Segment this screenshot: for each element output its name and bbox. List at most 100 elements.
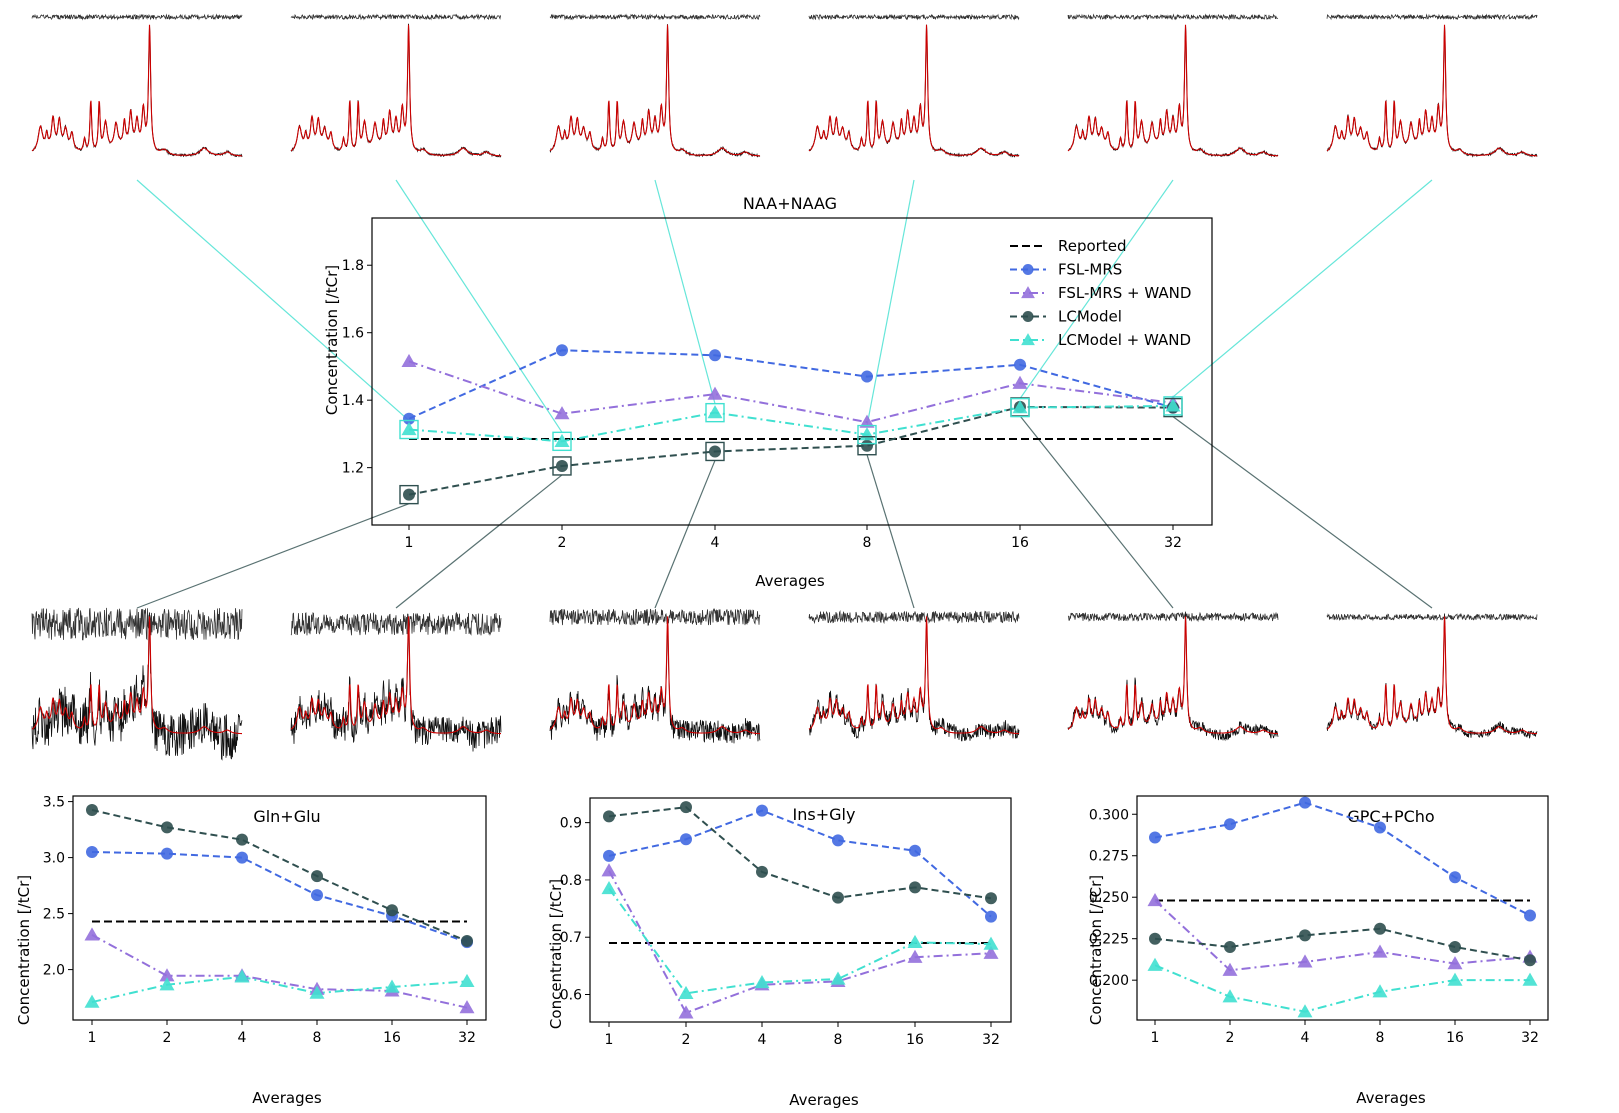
axes-frame — [72, 795, 487, 1021]
data-trace — [1326, 25, 1538, 158]
plot-area: 0.200 0.225 0.250 0.275 0.300 1 2 4 8 16 32 — [1089, 795, 1549, 1046]
data-point-lcm_wand — [384, 979, 400, 993]
y-tick-label: 1.8 — [342, 258, 364, 274]
data-point-fsl — [556, 344, 568, 357]
x-tick-label: 16 — [906, 1032, 924, 1048]
data-point-lcm — [461, 935, 473, 948]
data-point-fsl — [603, 849, 615, 862]
data-point-fsl_wand — [401, 353, 417, 368]
data-point-fsl — [756, 804, 768, 817]
chart-title: NAA+NAAG — [743, 194, 837, 213]
data-point-fsl — [236, 851, 248, 864]
legend-label-reported: Reported — [1058, 237, 1126, 255]
connector-top-16 — [1019, 179, 1174, 399]
data-point-lcm_wand — [601, 881, 617, 895]
residual-trace — [31, 13, 243, 21]
x-tick-label: 8 — [1376, 1030, 1385, 1046]
highlight-box-lcmodel-wand — [1163, 396, 1183, 416]
data-point-lcm_wand — [159, 977, 175, 991]
x-tick-label: 16 — [1446, 1030, 1464, 1046]
data-point-lcm_wand — [401, 422, 417, 436]
data-point-fsl_wand — [707, 386, 723, 400]
data-trace — [1067, 611, 1279, 742]
residual-trace — [1067, 611, 1279, 623]
x-tick-label: 16 — [383, 1030, 401, 1046]
data-point-lcm — [709, 445, 721, 458]
chart-ins-gly: Ins+Gly Averages Concentration [/tCr] 0.… — [547, 797, 1012, 1109]
data-point-fsl — [403, 412, 415, 425]
y-tick-label: 2.5 — [43, 907, 65, 923]
chart-title: Ins+Gly — [793, 805, 856, 824]
data-point-lcm — [236, 833, 248, 846]
y-tick-label: 2.0 — [43, 963, 65, 979]
spectrum-top-2 — [290, 13, 502, 158]
x-tick-label: 4 — [238, 1030, 247, 1046]
data-point-lcm — [1449, 940, 1461, 953]
residual-trace — [290, 611, 502, 636]
data-point-lcm_wand — [1522, 972, 1538, 986]
x-tick-label: 32 — [982, 1032, 1000, 1048]
spectra-row-top — [31, 13, 1538, 158]
axes-frame — [589, 797, 1012, 1023]
chart-title: GPC+PCho — [1347, 807, 1434, 826]
plot-area: 2.0 2.5 3.0 3.5 1 2 4 8 16 32 — [43, 795, 487, 1046]
legend-marker-lcm_wand — [1021, 333, 1035, 346]
x-tick-label: 32 — [458, 1030, 476, 1046]
series-line-fsl_wand — [608, 870, 992, 1015]
residual-trace — [31, 607, 243, 641]
x-tick-label: 1 — [405, 535, 414, 551]
data-point-lcm_wand — [309, 985, 325, 999]
data-point-lcm — [1374, 922, 1386, 935]
data-point-lcm_wand — [84, 994, 100, 1008]
data-trace — [808, 625, 1020, 742]
fit-trace — [1067, 24, 1279, 157]
x-tick-label: 2 — [558, 535, 567, 551]
data-point-fsl_wand — [1222, 962, 1238, 976]
highlight-box-lcmodel — [857, 436, 877, 456]
fit-trace — [1326, 24, 1538, 157]
y-tick-label: 3.0 — [43, 851, 65, 867]
data-point-fsl — [1149, 831, 1161, 844]
x-tick-label: 2 — [1226, 1030, 1235, 1046]
highlight-box-lcmodel-wand — [552, 431, 572, 452]
residual-trace — [290, 13, 501, 21]
data-point-fsl — [861, 370, 873, 383]
data-point-fsl_wand — [907, 949, 923, 963]
data-point-fsl_wand — [983, 945, 999, 959]
legend-marker-fsl — [1022, 264, 1034, 275]
data-point-lcm_wand — [1012, 400, 1028, 414]
data-point-fsl_wand — [1447, 956, 1463, 970]
legend-label-fsl_wand: FSL-MRS + WAND — [1058, 284, 1191, 302]
data-trace — [1067, 25, 1279, 158]
y-axis-label: Concentration [/tCr] — [15, 875, 33, 1025]
data-point-fsl_wand — [678, 1005, 694, 1019]
data-point-lcm_wand — [1147, 957, 1163, 971]
data-trace — [31, 612, 243, 761]
axes-frame — [1136, 795, 1549, 1021]
data-point-fsl_wand — [1297, 954, 1313, 968]
y-tick-label: 1.4 — [342, 393, 364, 409]
y-tick-label: 0.7 — [560, 930, 582, 946]
data-point-lcm_wand — [234, 969, 250, 983]
residual-trace — [808, 609, 1020, 625]
data-point-fsl_wand — [554, 406, 570, 420]
y-tick-label: 0.9 — [560, 816, 582, 832]
highlight-box-lcmodel — [552, 456, 572, 476]
y-tick-label: 0.250 — [1089, 890, 1129, 906]
residual-trace — [808, 13, 1020, 21]
residual-trace — [1326, 13, 1538, 21]
data-point-lcm_wand — [1165, 398, 1181, 412]
chart-title: Gln+Glu — [253, 807, 320, 826]
data-point-lcm — [311, 870, 323, 883]
spectrum-top-32 — [1326, 13, 1538, 158]
series-line-fsl — [1154, 801, 1531, 917]
data-point-lcm_wand — [907, 934, 923, 948]
series-line-fsl — [608, 809, 992, 918]
connector-bottom-4 — [654, 460, 716, 609]
x-tick-label: 1 — [1151, 1030, 1160, 1046]
connector-bottom-8 — [866, 454, 915, 609]
data-point-fsl — [1374, 821, 1386, 834]
spectrum-top-8 — [808, 13, 1020, 158]
series-line-lcm_wand — [91, 975, 468, 1004]
